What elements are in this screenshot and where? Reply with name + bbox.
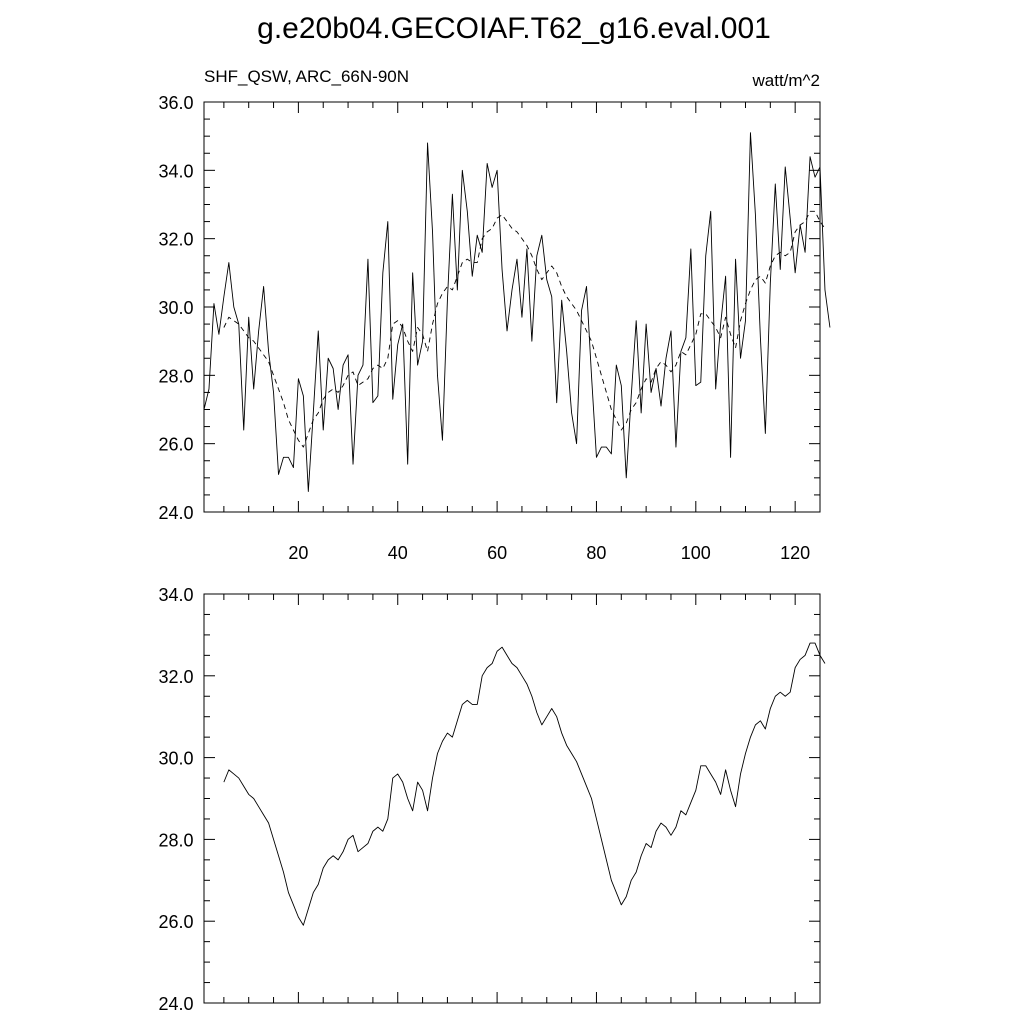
subtitle-left: SHF_QSW, ARC_66N-90N <box>204 67 409 86</box>
y-tick-label: 26.0 <box>158 912 193 932</box>
y-tick-label: 28.0 <box>158 830 193 850</box>
y-tick-label: 26.0 <box>158 435 193 455</box>
x-tick-label: 40 <box>388 543 408 563</box>
x-tick-label: 100 <box>681 543 711 563</box>
y-tick-label: 30.0 <box>158 298 193 318</box>
y-tick-label: 32.0 <box>158 230 193 250</box>
y-tick-label: 32.0 <box>158 667 193 687</box>
plot-frame <box>203 101 821 513</box>
x-tick-label: 60 <box>487 543 507 563</box>
y-tick-label: 34.0 <box>158 585 193 605</box>
figure-title: g.e20b04.GECOIAF.T62_g16.eval.001 <box>257 12 771 45</box>
running-mean-line <box>223 210 826 448</box>
subtitle-right: watt/m^2 <box>752 71 821 90</box>
y-tick-label: 28.0 <box>158 366 193 386</box>
plot-frame <box>203 593 821 1004</box>
y-tick-label: 34.0 <box>158 161 193 181</box>
x-tick-label: 120 <box>780 543 810 563</box>
top-panel: 24.0 26.0 28.0 30.0 32.0 34.0 36.0 20 40 60 80 100 1… <box>158 93 831 563</box>
bottom-panel: 24.0 26.0 28.0 30.0 32.0 34.0 <box>158 585 826 1014</box>
x-tick-label: 80 <box>586 543 606 563</box>
y-tick-label: 24.0 <box>158 994 193 1014</box>
series-line <box>223 642 826 926</box>
x-tick-label: 20 <box>288 543 308 563</box>
y-tick-label: 36.0 <box>158 93 193 113</box>
y-tick-label: 24.0 <box>158 503 193 523</box>
series-line <box>203 132 831 492</box>
y-tick-label: 30.0 <box>158 749 193 769</box>
